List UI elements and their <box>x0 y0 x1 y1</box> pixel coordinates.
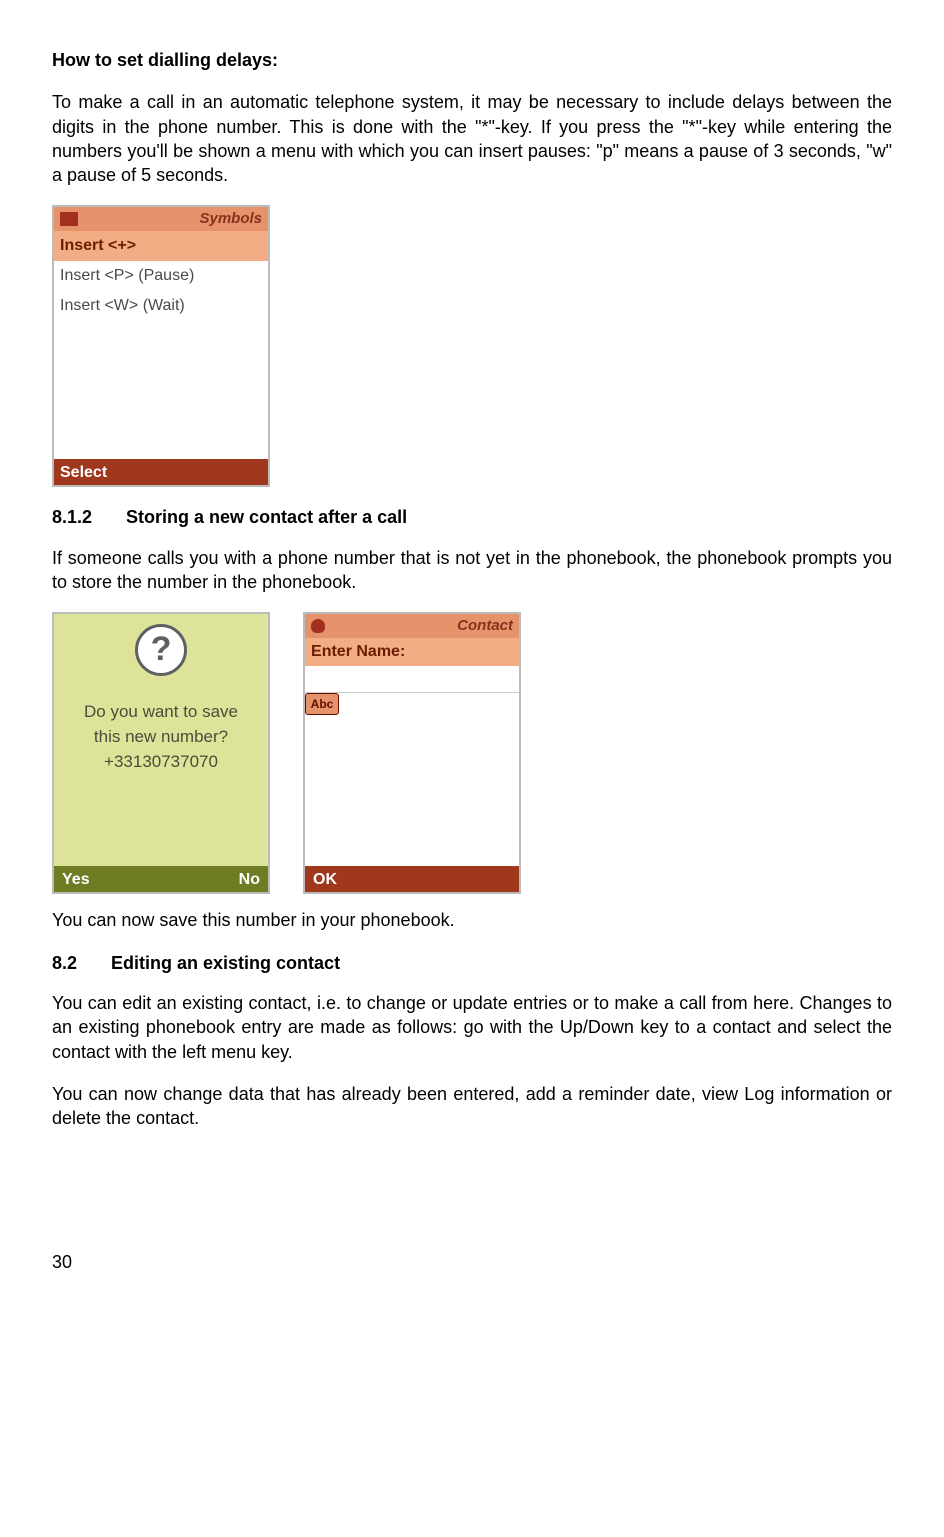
paragraph-store-contact: If someone calls you with a phone number… <box>52 546 892 595</box>
heading-title-812: Storing a new contact after a call <box>126 505 407 529</box>
name-input[interactable] <box>305 666 519 693</box>
paragraph-edit-contact-2: You can now change data that has already… <box>52 1082 892 1131</box>
input-mode-pill[interactable]: Abc <box>305 693 339 715</box>
question-mark-icon: ? <box>135 624 187 676</box>
paragraph-save-number: You can now save this number in your pho… <box>52 908 892 932</box>
confirm-line3: +33130737070 <box>84 750 238 775</box>
paragraph-intro: To make a call in an automatic telephone… <box>52 90 892 187</box>
softkey-bar: OK <box>305 866 519 892</box>
confirm-line1: Do you want to save <box>84 700 238 725</box>
enter-name-label: Enter Name: <box>305 638 519 666</box>
softkey-bar: Select <box>54 459 268 485</box>
contact-header: Contact <box>305 614 519 638</box>
heading-number-82: 8.2 <box>52 951 77 975</box>
heading-number-812: 8.1.2 <box>52 505 92 529</box>
section-title: How to set dialling delays: <box>52 48 892 72</box>
softkey-select[interactable]: Select <box>60 462 107 484</box>
symbols-item[interactable]: Insert <W> (Wait) <box>54 291 268 321</box>
phone-mock-enter-name: Contact Enter Name: Abc OK <box>303 612 521 894</box>
softkey-yes[interactable]: Yes <box>62 869 90 891</box>
softkey-ok[interactable]: OK <box>313 869 337 891</box>
softkey-bar: Yes No <box>54 866 268 892</box>
paragraph-edit-contact-1: You can edit an existing contact, i.e. t… <box>52 991 892 1064</box>
person-icon <box>311 619 325 633</box>
symbols-item-selected[interactable]: Insert <+> <box>54 231 268 261</box>
phone-mock-symbols: Symbols Insert <+> Insert <P> (Pause) In… <box>52 205 270 487</box>
confirm-line2: this new number? <box>84 725 238 750</box>
phone-mock-confirm: ? Do you want to save this new number? +… <box>52 612 270 894</box>
softkey-no[interactable]: No <box>239 869 260 891</box>
symbols-item[interactable]: Insert <P> (Pause) <box>54 261 268 291</box>
symbols-header-title: Symbols <box>199 209 262 229</box>
page-number: 30 <box>52 1250 892 1274</box>
book-icon <box>60 212 78 226</box>
symbols-header: Symbols <box>54 207 268 231</box>
contact-header-title: Contact <box>457 616 513 636</box>
heading-title-82: Editing an existing contact <box>111 951 340 975</box>
